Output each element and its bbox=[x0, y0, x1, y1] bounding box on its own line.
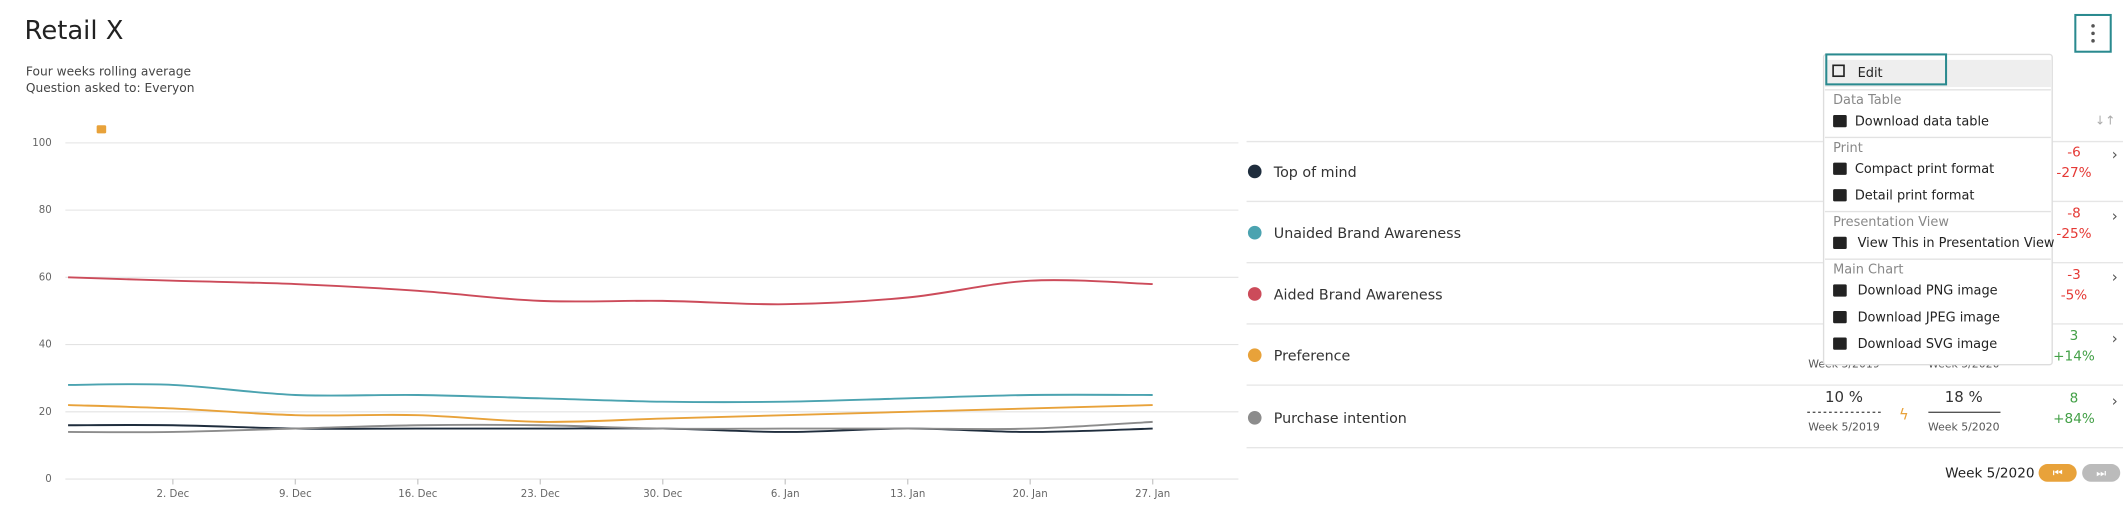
dot bbox=[2091, 39, 2095, 43]
next-button[interactable] bbox=[2082, 464, 2121, 482]
previous-period: Week 5/2019 bbox=[1808, 420, 1880, 433]
chevron[interactable]: › bbox=[2112, 268, 2118, 286]
legend-label[interactable]: Top of mind bbox=[1273, 165, 1357, 181]
legend-dot bbox=[1247, 348, 1262, 362]
menu-highlight bbox=[1824, 59, 2051, 88]
page-title: Retail X bbox=[25, 16, 124, 46]
period-label: Week 5/2020 bbox=[1945, 466, 2034, 482]
y-tick-label: 40 bbox=[39, 340, 52, 351]
subtitle: Four weeks rolling average bbox=[26, 65, 191, 79]
y-tick-label: 60 bbox=[39, 272, 52, 283]
change-pct: +14% bbox=[2053, 349, 2095, 365]
menu-item[interactable]: Download SVG image bbox=[1858, 337, 1998, 352]
change-pct: -5% bbox=[2061, 287, 2088, 303]
x-tick-label: 13. Jan bbox=[890, 489, 925, 500]
previous-value: 10 % bbox=[1825, 388, 1863, 406]
menu-item[interactable]: Download JPEG image bbox=[1858, 310, 2000, 325]
y-tick-label: 0 bbox=[45, 474, 51, 485]
menu-item[interactable]: View This in Presentation View bbox=[1858, 236, 2055, 251]
series-line bbox=[68, 424, 1153, 433]
menu-item[interactable]: Compact print format bbox=[1855, 162, 1994, 177]
more-button[interactable] bbox=[2074, 13, 2112, 53]
x-tick-label: 23. Dec bbox=[521, 489, 560, 500]
chevron[interactable]: › bbox=[2112, 392, 2118, 410]
current-period: Week 5/2020 bbox=[1928, 420, 2000, 433]
menu-icon bbox=[1833, 162, 1847, 175]
series-line bbox=[68, 383, 1153, 404]
menu-item[interactable]: Detail print format bbox=[1855, 188, 1975, 203]
focus-ring bbox=[1825, 53, 1948, 86]
comment-icon[interactable] bbox=[96, 125, 107, 134]
dot bbox=[2091, 31, 2095, 36]
dot bbox=[2091, 24, 2095, 28]
change: -8 bbox=[2067, 206, 2081, 222]
menu-section: Data Table bbox=[1833, 93, 1901, 108]
series-line bbox=[68, 276, 1153, 306]
legend-label[interactable]: Preference bbox=[1274, 349, 1351, 365]
chevron[interactable]: › bbox=[2112, 146, 2118, 164]
prev-button[interactable] bbox=[2038, 464, 2077, 482]
series-line bbox=[68, 420, 1153, 434]
x-tick-label: 2. Dec bbox=[157, 489, 190, 500]
legend-label[interactable]: Unaided Brand Awareness bbox=[1274, 226, 1461, 242]
y-tick-label: 80 bbox=[39, 205, 52, 216]
bolt-icon: ϟ bbox=[1899, 406, 1909, 424]
chevron[interactable]: › bbox=[2112, 329, 2118, 347]
current-value: 18 % bbox=[1945, 388, 1983, 406]
change: 3 bbox=[2070, 328, 2079, 344]
menu-section: Presentation View bbox=[1833, 215, 1949, 230]
change: -6 bbox=[2067, 144, 2081, 160]
legend-label[interactable]: Aided Brand Awareness bbox=[1274, 287, 1443, 303]
menu-icon bbox=[1833, 114, 1847, 128]
menu-icon bbox=[1833, 236, 1847, 250]
menu-item[interactable]: Edit bbox=[1858, 66, 1883, 81]
legend-dot bbox=[1247, 410, 1262, 425]
next-icon: ⏭ bbox=[2096, 467, 2106, 480]
menu-section: Main Chart bbox=[1833, 263, 1903, 278]
x-tick-label: 6. Jan bbox=[771, 489, 800, 500]
x-tick-label: 20. Jan bbox=[1013, 489, 1048, 500]
x-tick-label: 9. Dec bbox=[279, 489, 312, 500]
x-tick-label: 30. Dec bbox=[643, 489, 682, 500]
menu-icon bbox=[1833, 310, 1847, 324]
menu-icon bbox=[1833, 189, 1847, 202]
change-pct: -27% bbox=[2056, 165, 2091, 181]
subtitle: Question asked to: Everyon bbox=[26, 81, 195, 95]
y-tick-label: 100 bbox=[32, 138, 51, 149]
x-tick-label: 27. Jan bbox=[1135, 489, 1170, 500]
menu-icon bbox=[1833, 337, 1847, 350]
legend-dot bbox=[1247, 287, 1262, 301]
change: -3 bbox=[2067, 267, 2081, 283]
y-tick-label: 20 bbox=[39, 407, 52, 418]
menu-item[interactable]: Download data table bbox=[1855, 114, 1989, 129]
series-line bbox=[68, 404, 1153, 423]
change-pct: -25% bbox=[2056, 226, 2091, 242]
menu-icon bbox=[1833, 284, 1847, 297]
change: 8 bbox=[2070, 391, 2079, 407]
legend-label[interactable]: Purchase intention bbox=[1274, 411, 1407, 427]
edit-icon bbox=[1832, 64, 1845, 78]
prev-icon: ⏮ bbox=[2053, 467, 2063, 480]
menu-item[interactable]: Download PNG image bbox=[1858, 284, 1998, 299]
change-pct: +84% bbox=[2053, 411, 2095, 427]
chevron[interactable]: › bbox=[2112, 207, 2118, 225]
menu-section: Print bbox=[1833, 141, 1863, 156]
sort-icon[interactable]: ↓↑ bbox=[2095, 114, 2116, 128]
legend-dot bbox=[1247, 225, 1262, 240]
legend-dot bbox=[1247, 164, 1262, 179]
x-tick-label: 16. Dec bbox=[398, 489, 437, 500]
